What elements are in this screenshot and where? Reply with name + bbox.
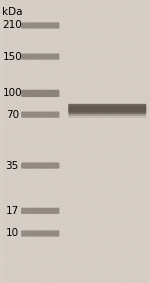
FancyBboxPatch shape [68, 104, 146, 112]
Text: 70: 70 [6, 110, 19, 120]
FancyBboxPatch shape [68, 104, 146, 111]
FancyBboxPatch shape [68, 105, 146, 110]
FancyBboxPatch shape [21, 22, 59, 29]
FancyBboxPatch shape [21, 208, 59, 214]
FancyBboxPatch shape [21, 230, 59, 237]
FancyBboxPatch shape [21, 53, 59, 60]
Text: kDa: kDa [2, 7, 22, 17]
Text: 150: 150 [2, 52, 22, 62]
FancyBboxPatch shape [68, 106, 146, 114]
Text: 100: 100 [2, 88, 22, 98]
FancyBboxPatch shape [21, 112, 59, 118]
FancyBboxPatch shape [21, 162, 59, 169]
Text: 17: 17 [6, 206, 19, 216]
FancyBboxPatch shape [68, 109, 146, 116]
Text: 35: 35 [6, 160, 19, 171]
FancyBboxPatch shape [21, 90, 59, 97]
FancyBboxPatch shape [68, 104, 146, 113]
Text: 210: 210 [2, 20, 22, 31]
Text: 10: 10 [6, 228, 19, 239]
FancyBboxPatch shape [68, 113, 146, 118]
